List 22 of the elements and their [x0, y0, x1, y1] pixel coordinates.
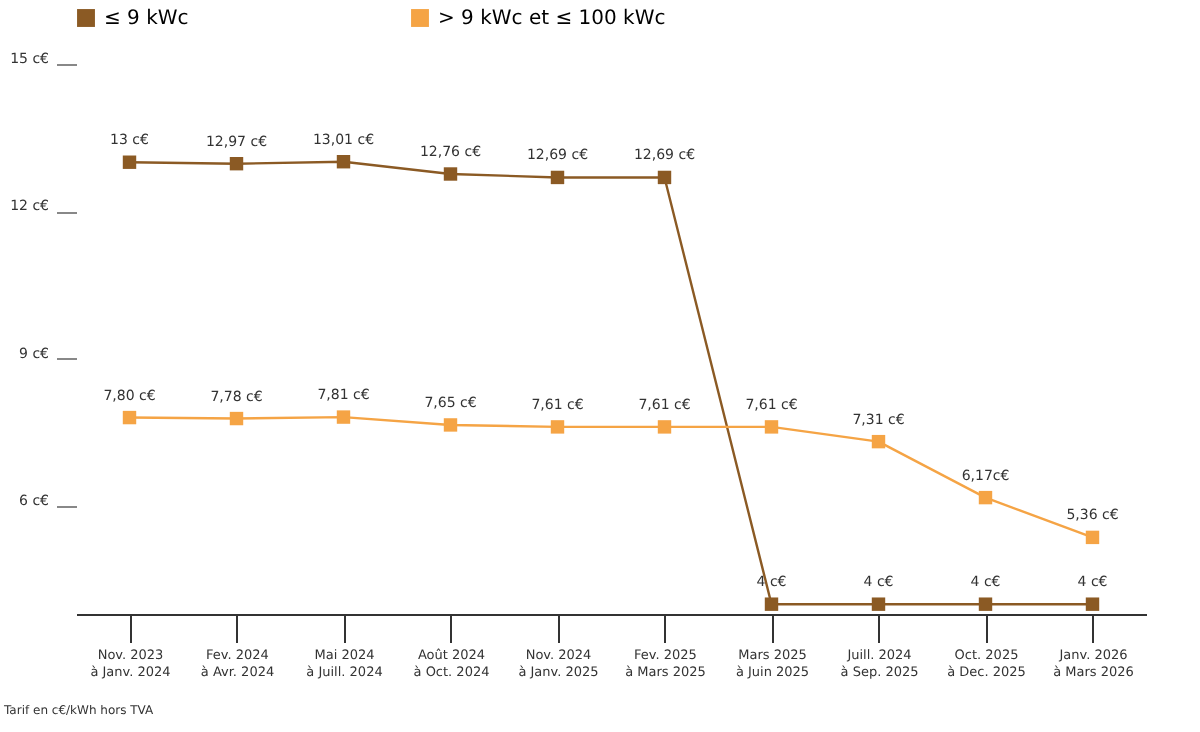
point	[443, 167, 458, 181]
point	[122, 155, 137, 169]
point	[229, 411, 244, 426]
point	[443, 418, 458, 432]
point	[550, 420, 565, 434]
point	[657, 170, 672, 185]
point	[1085, 530, 1100, 545]
point	[336, 410, 351, 424]
legend-label: ≤ 9 kWc	[104, 8, 189, 30]
point	[229, 156, 244, 171]
point	[122, 410, 137, 425]
point	[1085, 597, 1100, 611]
point	[657, 420, 672, 434]
point	[550, 170, 565, 185]
point	[336, 155, 351, 169]
point	[978, 490, 993, 505]
point	[871, 434, 886, 449]
point	[764, 597, 779, 611]
point	[978, 597, 993, 611]
point	[871, 597, 886, 611]
point	[764, 420, 779, 434]
legend-label: > 9 kWc et ≤ 100 kWc	[438, 8, 666, 30]
